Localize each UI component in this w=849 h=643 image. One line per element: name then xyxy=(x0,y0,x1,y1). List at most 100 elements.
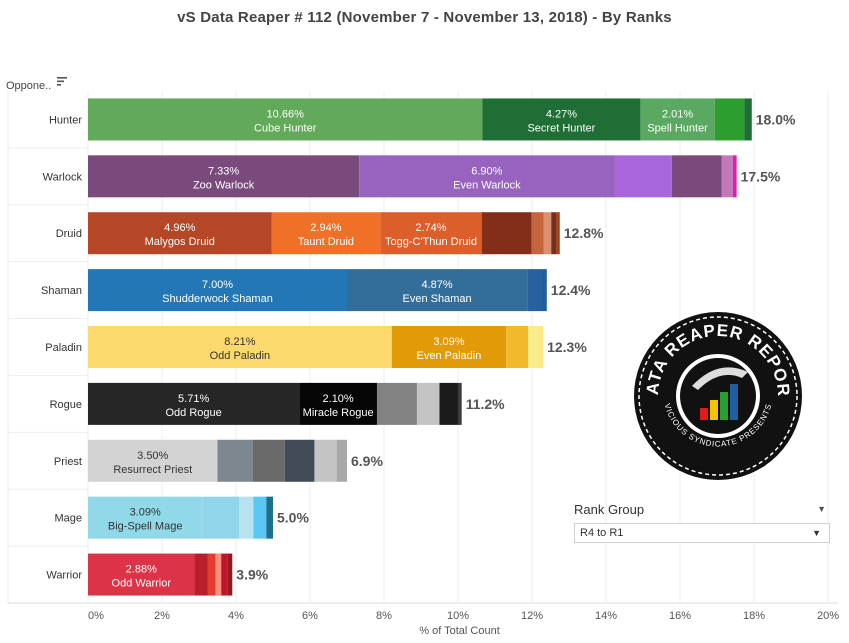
segment-archetype-label: Cube Hunter xyxy=(254,122,317,134)
bar-segment xyxy=(744,98,752,141)
bar-segment xyxy=(266,496,273,539)
segment-value-label: 3.09% xyxy=(130,507,161,519)
segment-value-label: 8.21% xyxy=(224,336,255,348)
segment-value-label: 2.88% xyxy=(126,564,157,576)
bar-segment xyxy=(202,496,240,539)
x-tick-label: 18% xyxy=(743,610,765,622)
bar-segment xyxy=(284,439,315,482)
chevron-down-icon[interactable]: ▼ xyxy=(817,504,826,514)
bar-segment xyxy=(215,553,222,596)
segment-archetype-label: Odd Warrior xyxy=(112,578,172,590)
bar-segment xyxy=(88,98,483,141)
bar-segment xyxy=(88,269,347,312)
bar-segment xyxy=(336,439,347,482)
bar-total-label: 17.5% xyxy=(741,168,781,184)
rank-group-title: Rank Group xyxy=(574,502,645,517)
bar-segment xyxy=(721,155,733,198)
opponent-filter-label[interactable]: Oppone.. xyxy=(6,80,52,92)
bar-segment xyxy=(207,553,216,596)
select-chevron-down-icon[interactable]: ▼ xyxy=(812,528,821,538)
bar-segment xyxy=(88,496,203,539)
bar-segment xyxy=(314,439,337,482)
bar-total-label: 6.9% xyxy=(351,453,383,469)
category-label: Paladin xyxy=(45,342,82,354)
segment-archetype-label: Taunt Druid xyxy=(298,236,354,248)
bar-segment xyxy=(714,98,745,141)
x-tick-label: 20% xyxy=(817,610,839,622)
x-tick-label: 6% xyxy=(302,610,318,622)
segment-archetype-label: Secret Hunter xyxy=(527,122,595,134)
rank-group-filter: Rank Group ▼ R4 to R1 ▼ xyxy=(574,502,830,543)
bar-segment xyxy=(88,155,360,198)
segment-archetype-label: Even Warlock xyxy=(453,179,521,191)
rank-group-select[interactable]: R4 to R1 ▼ xyxy=(574,523,830,543)
bar-segment xyxy=(88,382,300,425)
segment-archetype-label: Big-Spell Mage xyxy=(108,521,183,533)
bar-segment xyxy=(88,439,218,482)
bar-segment xyxy=(252,439,285,482)
segment-archetype-label: Odd Rogue xyxy=(166,407,222,419)
chart-title: vS Data Reaper # 112 (November 7 - Novem… xyxy=(177,9,672,26)
segment-archetype-label: Even Shaman xyxy=(403,293,472,305)
x-tick-label: 12% xyxy=(521,610,543,622)
sort-descending-icon[interactable] xyxy=(57,77,67,89)
bar-segment xyxy=(347,269,528,312)
bar-total-label: 12.8% xyxy=(564,225,604,241)
segment-value-label: 5.71% xyxy=(178,393,209,405)
bar-segment xyxy=(614,155,672,198)
segment-archetype-label: Shudderwock Shaman xyxy=(162,293,273,305)
bar-segment xyxy=(551,212,557,255)
bar-segment xyxy=(391,326,507,368)
segment-archetype-label: Zoo Warlock xyxy=(193,179,255,191)
x-tick-label: 10% xyxy=(447,610,469,622)
bar-segment xyxy=(239,496,254,539)
bar-segment xyxy=(543,212,552,255)
bar-segment xyxy=(88,326,392,368)
bar-segment xyxy=(376,382,417,425)
data-reaper-report-logo: DATA REAPER REPORT VICIOUS SYNDICATE PRE… xyxy=(632,310,802,480)
segment-value-label: 2.94% xyxy=(310,222,341,234)
category-label: Hunter xyxy=(49,114,82,126)
x-tick-label: 16% xyxy=(669,610,691,622)
bar-segment xyxy=(88,212,272,255)
category-label: Druid xyxy=(56,228,82,240)
bar-total-label: 3.9% xyxy=(236,567,268,583)
x-tick-label: 8% xyxy=(376,610,392,622)
x-axis-title: % of Total Count xyxy=(419,625,500,637)
bar-segment xyxy=(537,326,544,368)
segment-value-label: 6.90% xyxy=(471,165,502,177)
segment-value-label: 4.27% xyxy=(546,108,577,120)
bar-segment xyxy=(527,269,542,312)
x-tick-label: 0% xyxy=(88,610,104,622)
category-label: Mage xyxy=(54,513,82,525)
x-tick-label: 2% xyxy=(154,610,170,622)
bar-segment xyxy=(88,553,195,596)
bar-segment xyxy=(541,269,547,312)
segment-value-label: 10.66% xyxy=(267,108,305,120)
segment-value-label: 2.74% xyxy=(415,222,446,234)
category-label: Shaman xyxy=(41,285,82,297)
segment-archetype-label: Malygos Druid xyxy=(145,236,215,248)
bar-segment xyxy=(380,212,482,255)
bar-segment xyxy=(481,212,532,255)
category-label: Warrior xyxy=(46,570,82,582)
segment-value-label: 7.33% xyxy=(208,165,239,177)
category-label: Priest xyxy=(54,456,82,468)
bar-segment xyxy=(299,382,377,425)
bar-segment xyxy=(221,553,228,596)
bar-total-label: 11.2% xyxy=(466,396,505,412)
category-label: Warlock xyxy=(43,171,83,183)
bar-segment xyxy=(671,155,722,198)
segment-archetype-label: Resurrect Priest xyxy=(113,464,192,476)
category-label: Rogue xyxy=(50,399,82,411)
bar-segment xyxy=(458,382,462,425)
bar-segment xyxy=(528,326,538,368)
bar-segment xyxy=(439,382,458,425)
bar-segment xyxy=(531,212,544,255)
bar-segment xyxy=(194,553,208,596)
segment-value-label: 2.01% xyxy=(662,108,693,120)
x-tick-label: 14% xyxy=(595,610,617,622)
bar-segment xyxy=(227,553,233,596)
bar-segment xyxy=(253,496,267,539)
